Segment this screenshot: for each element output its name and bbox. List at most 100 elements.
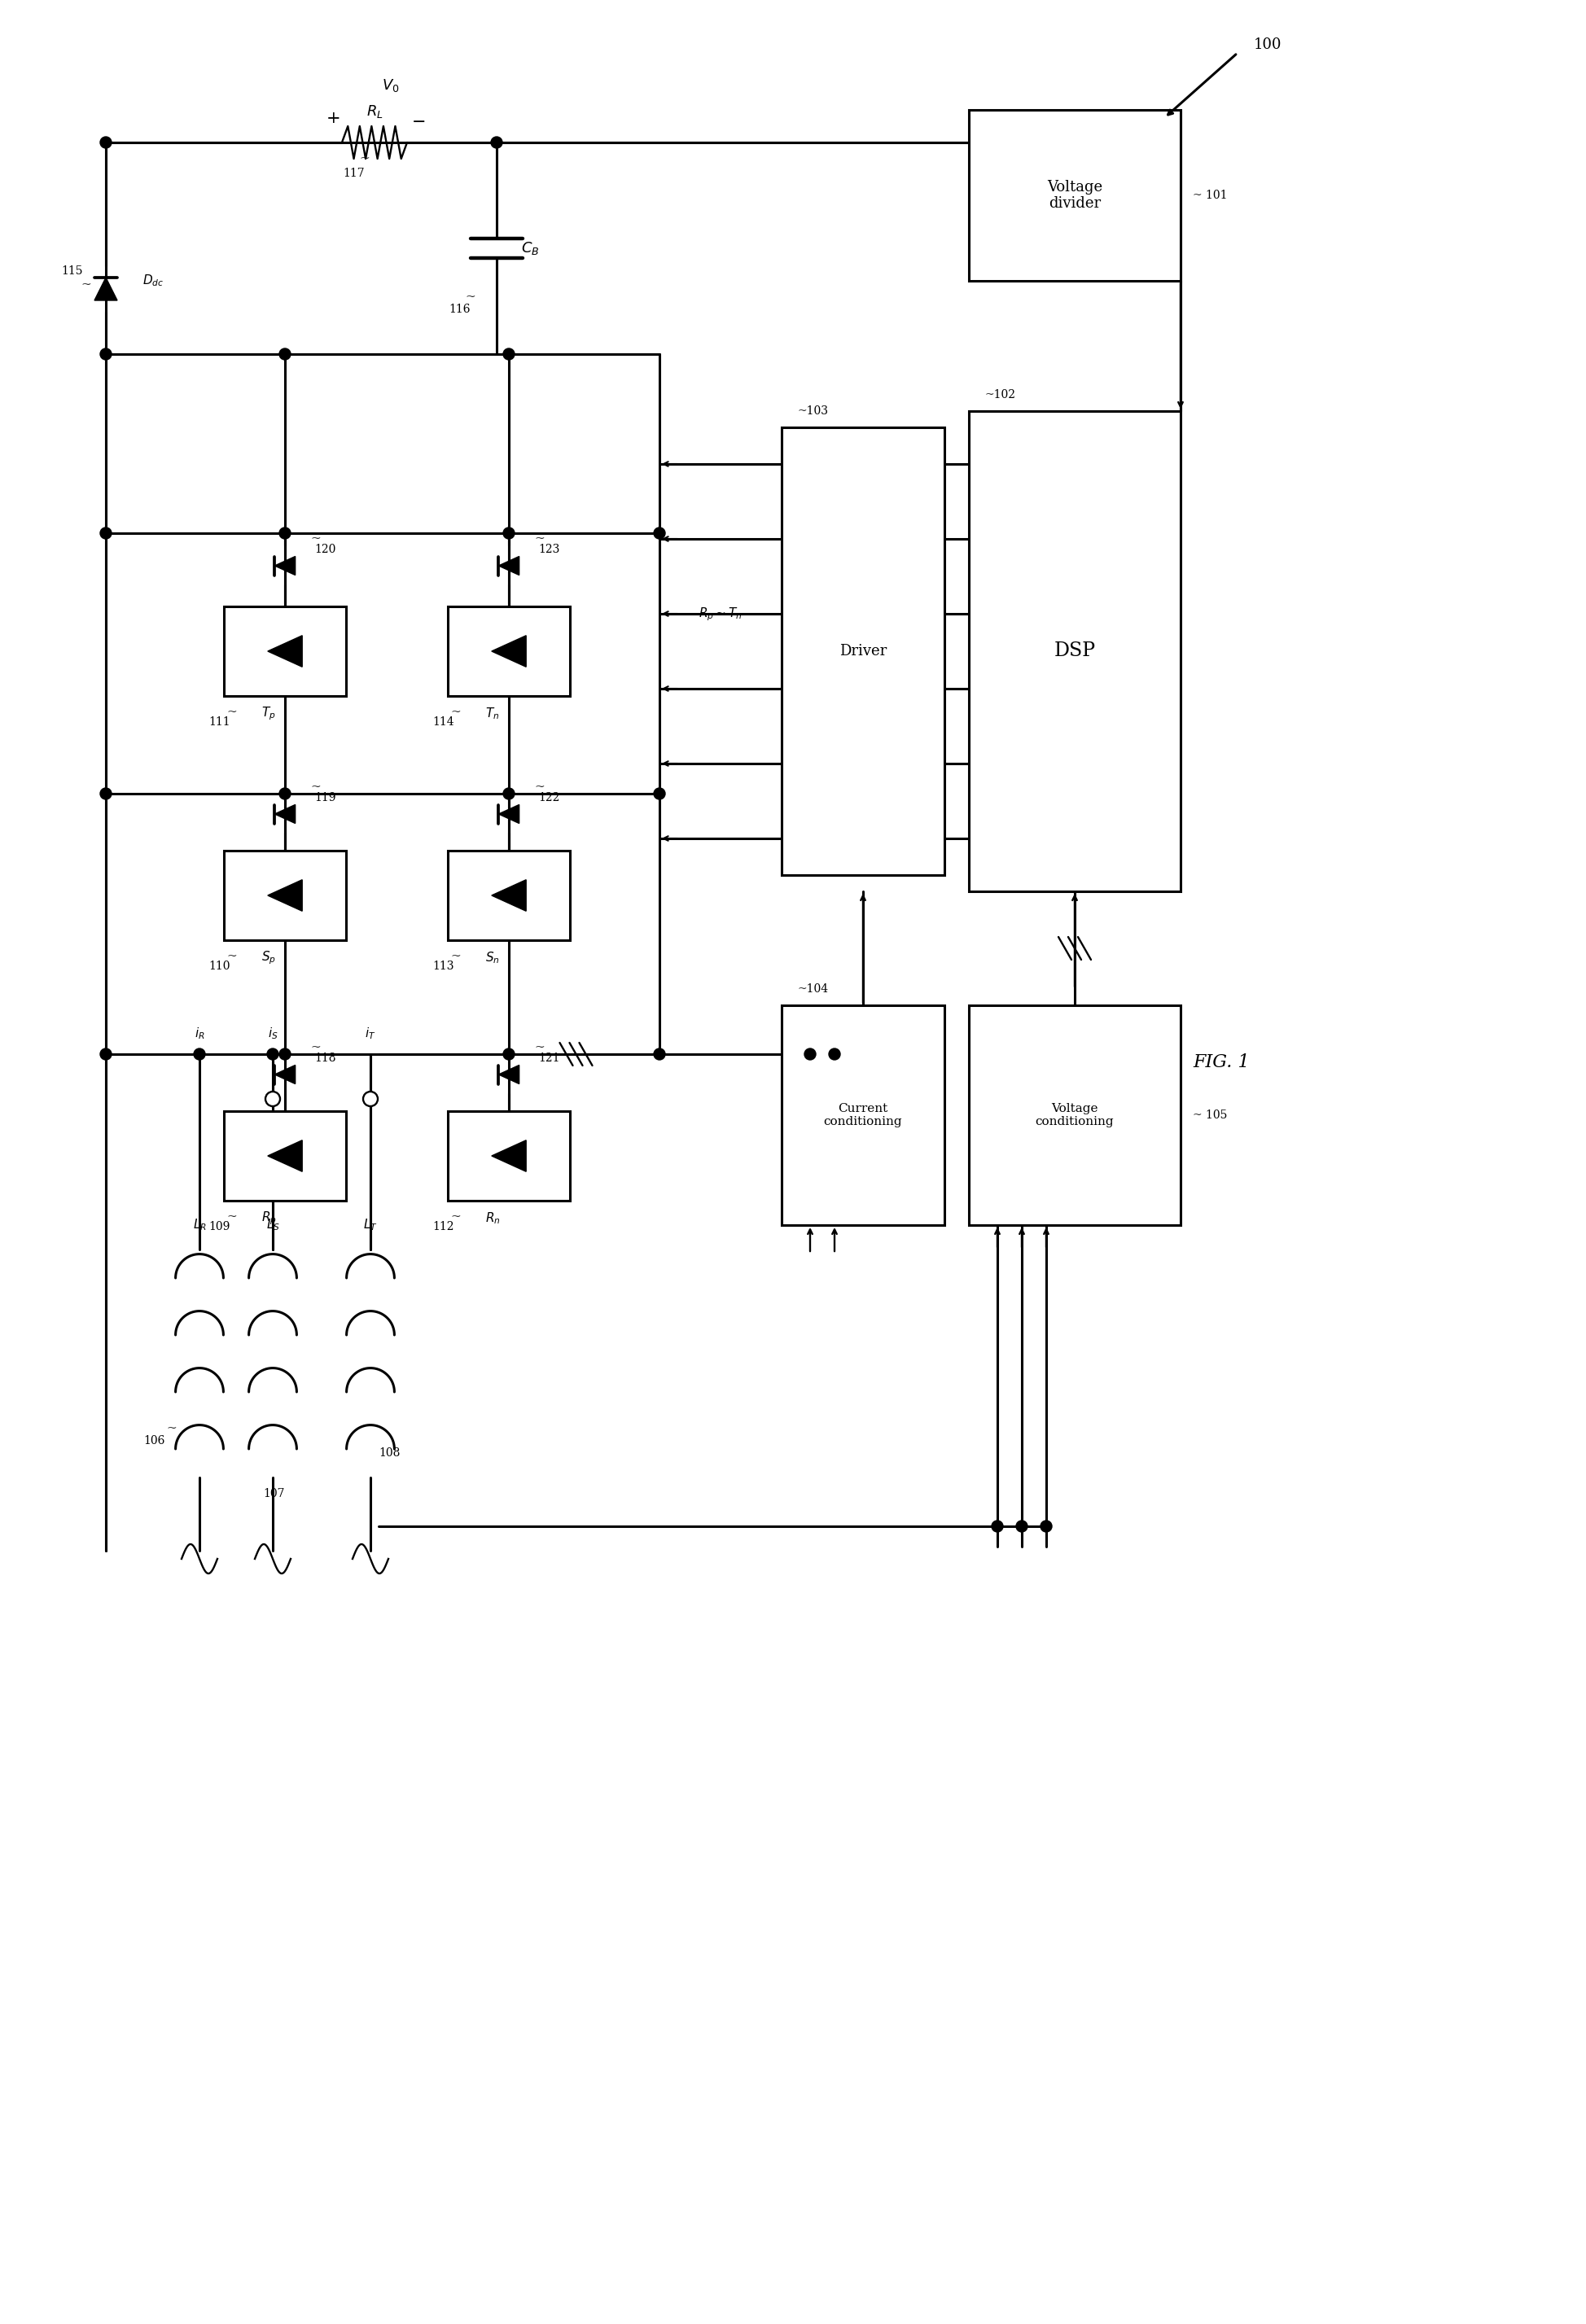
Text: $T_p$: $T_p$ xyxy=(262,706,276,723)
Text: 117: 117 xyxy=(343,167,365,179)
Circle shape xyxy=(991,1520,1002,1532)
Text: ~: ~ xyxy=(450,951,462,962)
Polygon shape xyxy=(95,277,117,300)
Text: $C_B$: $C_B$ xyxy=(520,239,539,256)
Circle shape xyxy=(503,528,514,539)
Circle shape xyxy=(1040,1520,1052,1532)
Text: ~ 105: ~ 105 xyxy=(1193,1109,1226,1120)
Circle shape xyxy=(100,1048,111,1060)
Text: 108: 108 xyxy=(379,1448,400,1459)
Bar xyxy=(224,607,346,695)
Text: ~ 101: ~ 101 xyxy=(1193,191,1226,202)
Bar xyxy=(224,851,346,941)
Bar xyxy=(782,1006,944,1225)
Text: $V_0$: $V_0$ xyxy=(382,77,400,93)
Circle shape xyxy=(100,349,111,360)
Text: FIG. 1: FIG. 1 xyxy=(1193,1053,1248,1071)
Polygon shape xyxy=(492,634,527,667)
Text: $R_p \sim T_n$: $R_p \sim T_n$ xyxy=(698,607,742,623)
Polygon shape xyxy=(498,1064,519,1083)
Circle shape xyxy=(363,1092,377,1106)
Text: ~: ~ xyxy=(534,532,544,544)
Bar xyxy=(447,1111,569,1202)
Text: ~: ~ xyxy=(81,279,90,290)
Circle shape xyxy=(279,1048,290,1060)
Polygon shape xyxy=(492,881,527,911)
Polygon shape xyxy=(268,881,301,911)
Text: ~: ~ xyxy=(450,706,462,718)
Circle shape xyxy=(503,349,514,360)
Polygon shape xyxy=(274,804,295,823)
Text: ~102: ~102 xyxy=(985,388,1015,400)
Text: −: − xyxy=(412,114,427,130)
Circle shape xyxy=(490,137,503,149)
Circle shape xyxy=(193,1048,205,1060)
Text: ~: ~ xyxy=(311,1041,320,1053)
Text: $T_n$: $T_n$ xyxy=(485,706,500,720)
Text: Current
conditioning: Current conditioning xyxy=(823,1104,902,1127)
Text: 106: 106 xyxy=(144,1436,165,1446)
Text: ~: ~ xyxy=(227,706,236,718)
Text: ~103: ~103 xyxy=(798,404,828,416)
Text: $L_T$: $L_T$ xyxy=(363,1218,377,1232)
Text: Voltage
conditioning: Voltage conditioning xyxy=(1034,1104,1113,1127)
Bar xyxy=(224,1111,346,1202)
Text: $D_{dc}$: $D_{dc}$ xyxy=(143,274,163,288)
Circle shape xyxy=(653,788,665,799)
Text: ~: ~ xyxy=(227,1211,236,1222)
Text: $L_S$: $L_S$ xyxy=(266,1218,279,1232)
Circle shape xyxy=(100,528,111,539)
Text: 116: 116 xyxy=(449,304,471,316)
Text: 109: 109 xyxy=(209,1220,230,1232)
Bar xyxy=(447,607,569,695)
Text: Voltage
divider: Voltage divider xyxy=(1047,179,1102,211)
Circle shape xyxy=(279,349,290,360)
Text: 100: 100 xyxy=(1253,37,1281,51)
Text: $S_n$: $S_n$ xyxy=(485,951,500,967)
Text: 118: 118 xyxy=(314,1053,336,1064)
Text: ~: ~ xyxy=(534,781,544,792)
Text: ~: ~ xyxy=(167,1422,176,1434)
Text: DSP: DSP xyxy=(1053,641,1094,660)
Circle shape xyxy=(279,788,290,799)
Circle shape xyxy=(100,788,111,799)
Bar xyxy=(969,411,1180,892)
Text: 122: 122 xyxy=(539,792,560,804)
Text: 113: 113 xyxy=(433,960,454,971)
Bar xyxy=(447,851,569,941)
Text: $i_T$: $i_T$ xyxy=(365,1027,376,1041)
Bar xyxy=(969,1006,1180,1225)
Text: 121: 121 xyxy=(539,1053,560,1064)
Circle shape xyxy=(804,1048,815,1060)
Circle shape xyxy=(265,1092,281,1106)
Text: 111: 111 xyxy=(209,716,230,727)
Circle shape xyxy=(266,1048,278,1060)
Text: $S_p$: $S_p$ xyxy=(262,951,276,967)
Circle shape xyxy=(100,137,111,149)
Circle shape xyxy=(653,528,665,539)
Text: 107: 107 xyxy=(263,1487,284,1499)
Text: Driver: Driver xyxy=(839,644,887,658)
Text: ~: ~ xyxy=(465,290,476,302)
Text: 112: 112 xyxy=(433,1220,454,1232)
Text: ~: ~ xyxy=(360,153,370,165)
Circle shape xyxy=(828,1048,841,1060)
Text: ~104: ~104 xyxy=(798,983,828,995)
Text: 123: 123 xyxy=(539,544,560,555)
Circle shape xyxy=(279,528,290,539)
Text: 119: 119 xyxy=(314,792,336,804)
Polygon shape xyxy=(274,1064,295,1083)
Text: $i_R$: $i_R$ xyxy=(193,1027,205,1041)
Text: ~: ~ xyxy=(534,1041,544,1053)
Polygon shape xyxy=(274,555,295,574)
Circle shape xyxy=(653,1048,665,1060)
Text: 114: 114 xyxy=(433,716,454,727)
Text: 110: 110 xyxy=(209,960,230,971)
Text: ~: ~ xyxy=(227,951,236,962)
Circle shape xyxy=(503,788,514,799)
Polygon shape xyxy=(268,634,301,667)
Bar xyxy=(969,109,1180,281)
Text: 120: 120 xyxy=(314,544,336,555)
Text: $R_L$: $R_L$ xyxy=(366,102,382,119)
Text: $L_R$: $L_R$ xyxy=(192,1218,206,1232)
